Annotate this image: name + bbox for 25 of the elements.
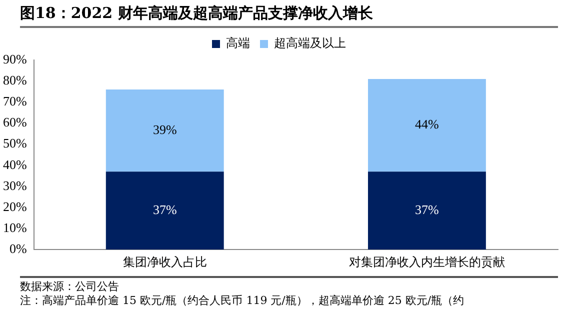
x-tick-label: 集团净收入占比 — [122, 254, 207, 269]
data-label: 39% — [152, 122, 177, 137]
source-note: 数据来源：公司公告 — [20, 280, 120, 294]
legend-label: 超高端及以上 — [274, 36, 346, 50]
chart-title: 图18：2022 财年高端及超高端产品支撑净收入增长 — [20, 4, 558, 28]
y-tick-label: 30% — [2, 178, 27, 193]
data-label: 37% — [415, 202, 440, 218]
bar — [106, 172, 224, 250]
y-tick-label: 20% — [2, 198, 27, 214]
y-tick-label: 80% — [2, 72, 27, 88]
text: 注：高端产品单价逾 15 欧元/瓶（约合人民币 119 元/瓶），超高端单价逾 25 欧元/瓶（约 — [20, 294, 466, 308]
y-tick-label: 90% — [2, 51, 27, 66]
bar — [106, 89, 224, 172]
y-tick-label: 50% — [2, 136, 27, 151]
y-tick-label: 40% — [2, 156, 27, 172]
data-label: 44% — [415, 116, 440, 132]
bar — [368, 172, 486, 250]
bar — [368, 78, 486, 172]
x-tick-label: 对集团净收入内生增长的贡献 — [348, 254, 505, 269]
y-tick-label: 60% — [2, 114, 27, 130]
legend-label: 高端 — [226, 36, 250, 50]
y-tick-label: 70% — [2, 94, 27, 109]
y-tick-label: 0% — [9, 241, 27, 256]
data-label: 37% — [152, 202, 177, 218]
y-tick-label: 10% — [2, 220, 27, 235]
